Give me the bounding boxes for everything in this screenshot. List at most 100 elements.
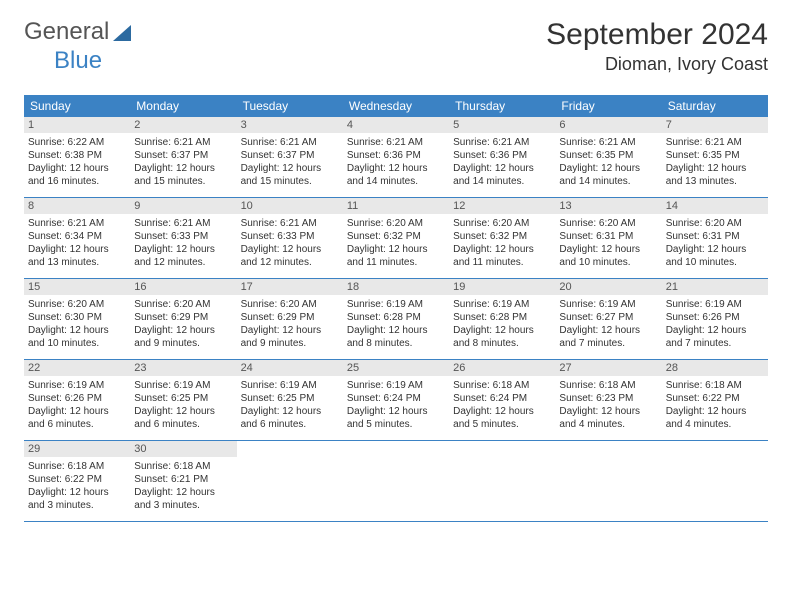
day-info-line: Sunset: 6:34 PM (28, 230, 126, 243)
day-info-line: Sunrise: 6:21 AM (241, 217, 339, 230)
day-number: 23 (130, 360, 236, 376)
day-info-line: and 14 minutes. (559, 175, 657, 188)
day-info-line: Sunset: 6:25 PM (134, 392, 232, 405)
day-info-line: Daylight: 12 hours (134, 324, 232, 337)
logo-text-general: General (24, 18, 109, 46)
day-info-line: Daylight: 12 hours (559, 162, 657, 175)
day-number: 5 (449, 117, 555, 133)
day-number: 24 (237, 360, 343, 376)
day-cell (449, 441, 555, 521)
day-info-line: Sunrise: 6:20 AM (134, 298, 232, 311)
day-cell: 11Sunrise: 6:20 AMSunset: 6:32 PMDayligh… (343, 198, 449, 278)
day-number: 19 (449, 279, 555, 295)
logo-triangle-icon (113, 23, 135, 41)
day-info-line: Sunset: 6:37 PM (134, 149, 232, 162)
day-cell (555, 441, 661, 521)
day-info-line: Sunrise: 6:18 AM (559, 379, 657, 392)
day-info-line: Sunrise: 6:20 AM (559, 217, 657, 230)
logo: General (24, 18, 135, 46)
day-info-line: and 12 minutes. (241, 256, 339, 269)
day-info-line: Sunrise: 6:18 AM (28, 460, 126, 473)
day-info-line: and 5 minutes. (347, 418, 445, 431)
day-number: 14 (662, 198, 768, 214)
day-info-line: Daylight: 12 hours (28, 243, 126, 256)
day-number: 15 (24, 279, 130, 295)
day-info-line: Sunrise: 6:19 AM (28, 379, 126, 392)
day-info-line: Daylight: 12 hours (559, 405, 657, 418)
day-cell: 8Sunrise: 6:21 AMSunset: 6:34 PMDaylight… (24, 198, 130, 278)
day-cell: 15Sunrise: 6:20 AMSunset: 6:30 PMDayligh… (24, 279, 130, 359)
day-cell: 12Sunrise: 6:20 AMSunset: 6:32 PMDayligh… (449, 198, 555, 278)
day-info-line: and 15 minutes. (134, 175, 232, 188)
day-cell: 3Sunrise: 6:21 AMSunset: 6:37 PMDaylight… (237, 117, 343, 197)
day-info-line: Sunrise: 6:19 AM (347, 298, 445, 311)
day-info-line: and 14 minutes. (347, 175, 445, 188)
day-info-line: and 13 minutes. (28, 256, 126, 269)
day-info-line: Sunset: 6:29 PM (134, 311, 232, 324)
day-cell: 9Sunrise: 6:21 AMSunset: 6:33 PMDaylight… (130, 198, 236, 278)
day-info-line: Daylight: 12 hours (347, 162, 445, 175)
day-info-line: Sunset: 6:24 PM (347, 392, 445, 405)
day-info-line: and 9 minutes. (134, 337, 232, 350)
day-info-line: Sunrise: 6:22 AM (28, 136, 126, 149)
day-info-line: Daylight: 12 hours (28, 486, 126, 499)
day-info-line: Sunrise: 6:21 AM (559, 136, 657, 149)
day-info-line: Sunset: 6:36 PM (347, 149, 445, 162)
day-number: 26 (449, 360, 555, 376)
day-info-line: Sunset: 6:28 PM (347, 311, 445, 324)
day-info-line: Sunset: 6:25 PM (241, 392, 339, 405)
day-info-line: Sunrise: 6:21 AM (666, 136, 764, 149)
day-cell (662, 441, 768, 521)
day-cell: 16Sunrise: 6:20 AMSunset: 6:29 PMDayligh… (130, 279, 236, 359)
day-info-line: and 6 minutes. (28, 418, 126, 431)
day-number: 30 (130, 441, 236, 457)
day-info-line: and 13 minutes. (666, 175, 764, 188)
title-block: September 2024 Dioman, Ivory Coast (546, 18, 768, 75)
day-info-line: Daylight: 12 hours (347, 324, 445, 337)
weekday-header: Sunday (24, 95, 130, 117)
day-info-line: Sunrise: 6:21 AM (134, 217, 232, 230)
calendar-week: 22Sunrise: 6:19 AMSunset: 6:26 PMDayligh… (24, 360, 768, 441)
day-info-line: Daylight: 12 hours (347, 405, 445, 418)
day-info-line: and 3 minutes. (28, 499, 126, 512)
day-info-line: Daylight: 12 hours (134, 486, 232, 499)
day-info-line: Daylight: 12 hours (134, 243, 232, 256)
day-cell: 20Sunrise: 6:19 AMSunset: 6:27 PMDayligh… (555, 279, 661, 359)
day-number: 6 (555, 117, 661, 133)
day-info-line: Daylight: 12 hours (28, 405, 126, 418)
day-cell: 5Sunrise: 6:21 AMSunset: 6:36 PMDaylight… (449, 117, 555, 197)
day-info-line: and 3 minutes. (134, 499, 232, 512)
day-info-line: and 12 minutes. (134, 256, 232, 269)
day-info-line: Daylight: 12 hours (241, 405, 339, 418)
day-cell: 6Sunrise: 6:21 AMSunset: 6:35 PMDaylight… (555, 117, 661, 197)
day-info-line: Sunrise: 6:20 AM (241, 298, 339, 311)
day-info-line: Daylight: 12 hours (559, 324, 657, 337)
day-info-line: Daylight: 12 hours (28, 162, 126, 175)
day-info-line: Sunset: 6:22 PM (28, 473, 126, 486)
day-info-line: Sunset: 6:35 PM (666, 149, 764, 162)
day-info-line: Sunset: 6:28 PM (453, 311, 551, 324)
day-info-line: Daylight: 12 hours (666, 324, 764, 337)
day-info-line: and 15 minutes. (241, 175, 339, 188)
day-number: 2 (130, 117, 236, 133)
day-info-line: and 6 minutes. (134, 418, 232, 431)
day-info-line: and 4 minutes. (666, 418, 764, 431)
day-info-line: Sunrise: 6:18 AM (666, 379, 764, 392)
day-info-line: Daylight: 12 hours (347, 243, 445, 256)
day-number: 29 (24, 441, 130, 457)
day-cell (343, 441, 449, 521)
day-info-line: Sunrise: 6:19 AM (134, 379, 232, 392)
day-info-line: and 9 minutes. (241, 337, 339, 350)
day-info-line: Daylight: 12 hours (241, 324, 339, 337)
day-info-line: Sunrise: 6:20 AM (666, 217, 764, 230)
day-info-line: and 10 minutes. (559, 256, 657, 269)
day-info-line: Daylight: 12 hours (453, 324, 551, 337)
day-info-line: Sunrise: 6:21 AM (134, 136, 232, 149)
day-cell: 14Sunrise: 6:20 AMSunset: 6:31 PMDayligh… (662, 198, 768, 278)
day-info-line: Sunrise: 6:19 AM (453, 298, 551, 311)
logo-text-blue: Blue (54, 47, 102, 75)
day-info-line: Sunrise: 6:20 AM (453, 217, 551, 230)
day-info-line: Sunrise: 6:21 AM (241, 136, 339, 149)
day-cell: 1Sunrise: 6:22 AMSunset: 6:38 PMDaylight… (24, 117, 130, 197)
day-number: 27 (555, 360, 661, 376)
